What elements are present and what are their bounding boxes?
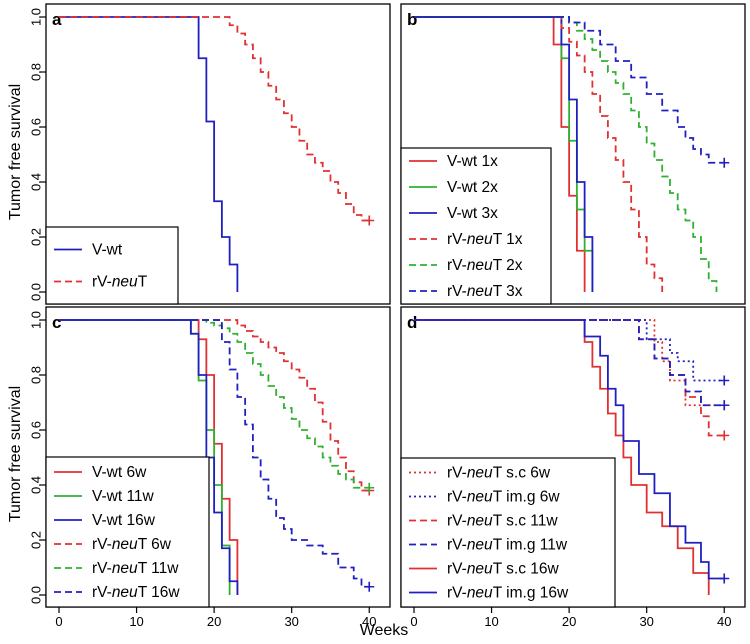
- x-tick-label: 20: [207, 614, 221, 629]
- y-tick-label: 0.0: [29, 586, 44, 604]
- legend-box: [400, 147, 552, 305]
- series-line-rv-neut-16w: [59, 319, 370, 588]
- legend-entry: rV-neuT s.c 16w: [447, 560, 560, 577]
- legend-entry: rV-neuT 3x: [447, 283, 523, 300]
- x-tick-label: 30: [284, 614, 298, 629]
- series-line-rv-neut-6w: [59, 319, 370, 492]
- panel-a: a 0.0 0.2 0.4 0.6 0.8 1.0 V-wt rV-neuT: [29, 3, 391, 305]
- y-tick-label: 0.8: [29, 366, 44, 384]
- series-line-rv-neut-s-c-6w: [414, 319, 725, 407]
- series-line-v-wt-16w: [59, 319, 239, 595]
- y-tick-label: 0.4: [29, 476, 44, 494]
- y-tick-label: 0.8: [29, 63, 44, 81]
- legend-box: [400, 457, 616, 608]
- y-tick-label: 0.6: [29, 421, 44, 439]
- censor-mark: [719, 157, 730, 168]
- legend-entry: V-wt 1x: [447, 153, 498, 170]
- x-tick-label: 10: [484, 614, 498, 629]
- legend-entry: rV-neuT: [92, 273, 148, 290]
- x-tick-label: 40: [362, 614, 376, 629]
- x-tick-label: 20: [562, 614, 576, 629]
- legend: V-wt 1x V-wt 2x V-wt 3x rV-neuT 1x rV-neuT 2…: [400, 147, 552, 305]
- series-line-rv-neut-1x: [414, 16, 664, 292]
- x-tick-label: 10: [129, 614, 143, 629]
- legend-entry: V-wt 6w: [92, 464, 147, 481]
- series-line-rv-neut-im-g-16w: [414, 319, 725, 580]
- panel-c: c0 10 20 30 400.00.20.40.60.81.0V-wt 6wV-wt …: [29, 306, 391, 629]
- legend-entry: rV-neuT 6w: [92, 536, 172, 553]
- censor-mark: [364, 482, 375, 493]
- x-tick-label: 40: [717, 614, 731, 629]
- legend-box: [45, 456, 210, 608]
- panel-letter: a: [52, 10, 62, 29]
- panel-letter: d: [407, 313, 417, 332]
- censor-mark: [364, 581, 375, 592]
- panel-frame: [45, 3, 391, 305]
- y-tick-label: 0.4: [29, 173, 44, 191]
- censor-mark: [719, 573, 730, 584]
- legend-entry: rV-neuT im.g 16w: [447, 584, 569, 601]
- legend-entry: rV-neuT im.g 11w: [447, 536, 568, 553]
- x-tick-label: 0: [55, 614, 62, 629]
- x-axis-label: Weeks: [360, 622, 409, 639]
- legend: V-wt 6w V-wt 11w V-wt 16w rV-neuT 6w rV-neuT…: [45, 456, 210, 608]
- series-line-v-wt-3x: [414, 16, 594, 292]
- legend-entry: rV-neuT 2x: [447, 257, 523, 274]
- censor-mark: [719, 375, 730, 386]
- y-tick-label: 1.0: [29, 8, 44, 26]
- y-tick-label: 1.0: [29, 311, 44, 329]
- legend-box: [45, 226, 179, 305]
- y-tick-label: 0.2: [29, 531, 44, 549]
- y-tick-label: 0.0: [29, 283, 44, 301]
- legend-entry: V-wt: [92, 241, 123, 258]
- series-line-rv-neut-11w: [59, 319, 370, 489]
- x-tick-label: 0: [410, 614, 417, 629]
- y-axis-label-bottom: Tumor free survival: [7, 386, 24, 522]
- series-line-rv-neut: [59, 16, 370, 222]
- legend-entry: rV-neuT 1x: [447, 231, 523, 248]
- legend-entry: rV-neuT s.c 6w: [447, 464, 551, 481]
- series-line-rv-neut-im-g-6w: [414, 319, 725, 382]
- series-line-rv-neut-im-g-11w: [414, 319, 725, 407]
- y-tick-label: 0.2: [29, 228, 44, 246]
- legend: rV-neuT s.c 6w rV-neuT im.g 6w rV-neuT s.c…: [400, 457, 616, 608]
- legend-entry: V-wt 2x: [447, 179, 498, 196]
- legend-entry: V-wt 16w: [92, 512, 156, 529]
- x-tick-label: 30: [639, 614, 653, 629]
- legend-entry: V-wt 3x: [447, 205, 498, 222]
- series-line-rv-neut-2x: [414, 16, 718, 292]
- legend-entry: V-wt 11w: [92, 488, 155, 505]
- panel-letter: b: [407, 10, 417, 29]
- legend-entry: rV-neuT 16w: [92, 584, 180, 601]
- legend: V-wt rV-neuT: [45, 226, 179, 305]
- legend-entry: rV-neuT 11w: [92, 560, 179, 577]
- y-axis-label-top: Tumor free survival: [7, 84, 24, 220]
- series-line-v-wt: [59, 16, 239, 292]
- censor-mark: [364, 215, 375, 226]
- legend-entry: rV-neuT s.c 11w: [447, 512, 558, 529]
- panel-b: b V-wt 1x V-wt 2x V-wt 3x rV-neuT 1x rV-neuT …: [400, 3, 746, 305]
- series-line-rv-neut-s-c-16w: [414, 319, 710, 595]
- censor-mark: [719, 400, 730, 411]
- y-tick-label: 0.6: [29, 118, 44, 136]
- legend-entry: rV-neuT im.g 6w: [447, 488, 560, 505]
- panel-letter: c: [52, 313, 61, 332]
- censor-mark: [719, 430, 730, 441]
